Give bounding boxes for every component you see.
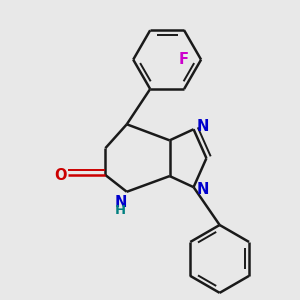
Text: F: F [179, 52, 189, 67]
Text: N: N [197, 119, 209, 134]
Text: N: N [197, 182, 209, 197]
Text: O: O [54, 167, 66, 182]
Text: N: N [114, 195, 127, 210]
Text: H: H [115, 204, 126, 217]
